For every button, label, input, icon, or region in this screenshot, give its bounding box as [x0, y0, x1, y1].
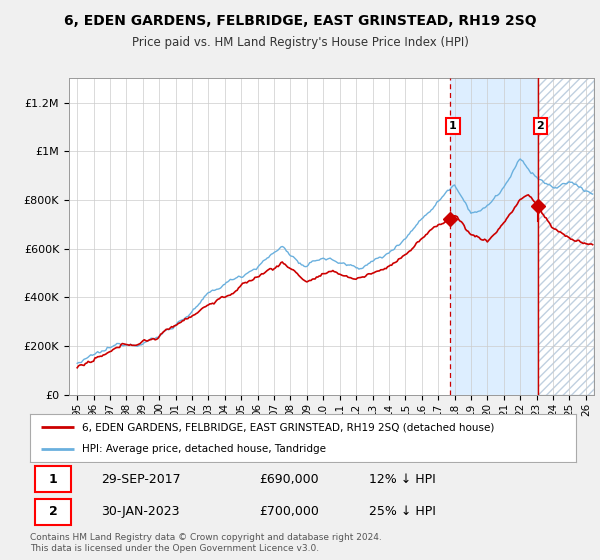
- Text: 2: 2: [49, 505, 58, 519]
- Text: Price paid vs. HM Land Registry's House Price Index (HPI): Price paid vs. HM Land Registry's House …: [131, 36, 469, 49]
- Text: 25% ↓ HPI: 25% ↓ HPI: [368, 505, 436, 519]
- Text: 29-SEP-2017: 29-SEP-2017: [101, 473, 181, 486]
- Bar: [451, 78, 538, 395]
- FancyBboxPatch shape: [35, 466, 71, 492]
- Text: Contains HM Land Registry data © Crown copyright and database right 2024.
This d: Contains HM Land Registry data © Crown c…: [30, 533, 382, 553]
- Text: 2: 2: [536, 121, 544, 131]
- Bar: [538, 78, 594, 395]
- Text: HPI: Average price, detached house, Tandridge: HPI: Average price, detached house, Tand…: [82, 444, 326, 454]
- Text: 1: 1: [49, 473, 58, 486]
- FancyBboxPatch shape: [35, 499, 71, 525]
- Text: 12% ↓ HPI: 12% ↓ HPI: [368, 473, 435, 486]
- Text: 30-JAN-2023: 30-JAN-2023: [101, 505, 179, 519]
- Text: 6, EDEN GARDENS, FELBRIDGE, EAST GRINSTEAD, RH19 2SQ (detached house): 6, EDEN GARDENS, FELBRIDGE, EAST GRINSTE…: [82, 422, 494, 432]
- Text: 6, EDEN GARDENS, FELBRIDGE, EAST GRINSTEAD, RH19 2SQ: 6, EDEN GARDENS, FELBRIDGE, EAST GRINSTE…: [64, 14, 536, 28]
- Text: £690,000: £690,000: [259, 473, 319, 486]
- Text: 1: 1: [449, 121, 457, 131]
- Text: £700,000: £700,000: [259, 505, 319, 519]
